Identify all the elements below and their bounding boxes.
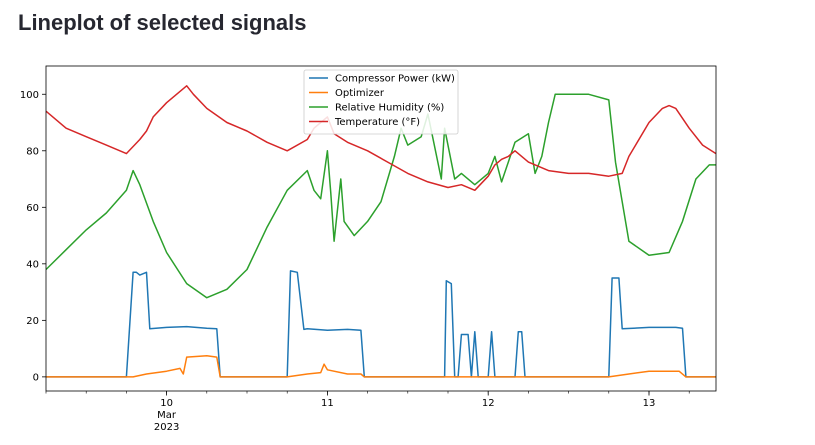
x-tick-label: 2023	[154, 422, 179, 433]
page-title: Lineplot of selected signals	[18, 10, 307, 35]
series-layer	[46, 85, 716, 378]
y-tick-label: 40	[26, 259, 39, 270]
series-line-1	[46, 354, 716, 378]
y-tick-label: 100	[20, 90, 39, 101]
series-line-2	[46, 93, 716, 299]
x-tick-label: Mar	[157, 410, 177, 421]
x-tick-label: 10	[160, 398, 173, 409]
series-line-3	[46, 85, 716, 192]
y-tick-label: 80	[26, 146, 39, 157]
x-tick-label: 11	[321, 398, 334, 409]
legend-box	[303, 69, 459, 135]
legend: Compressor Power (kW) Optimizer Relative H…	[303, 69, 459, 135]
y-axis: 0 20 40 60 80 100	[20, 90, 46, 383]
legend-label: Temperature (°F)	[334, 117, 420, 128]
plot-frame	[45, 65, 717, 392]
legend-label: Compressor Power (kW)	[335, 74, 455, 85]
y-tick-label: 0	[33, 372, 39, 383]
y-tick-label: 20	[26, 316, 39, 327]
legend-label: Optimizer	[335, 88, 385, 99]
legend-label: Relative Humidity (%)	[335, 103, 444, 114]
y-tick-label: 60	[26, 203, 39, 214]
x-tick-label: 12	[482, 398, 495, 409]
x-tick-label: 13	[643, 398, 656, 409]
series-line-0	[46, 270, 716, 378]
